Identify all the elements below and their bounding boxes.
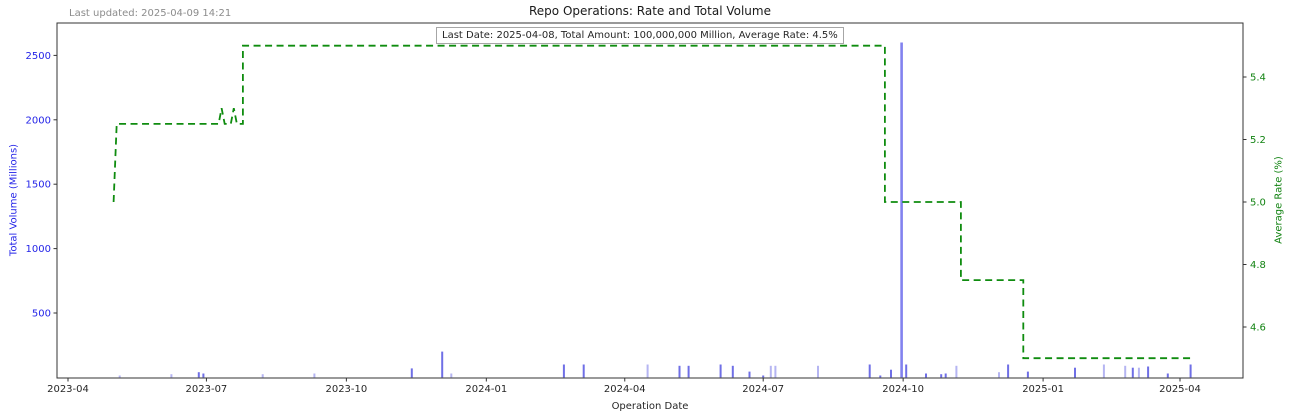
volume-bar [769,365,772,378]
volume-bar [731,365,734,378]
right-tick-label: 4.6 [1250,323,1266,334]
volume-bar [944,373,947,378]
volume-bar [955,365,958,378]
volume-bar [1166,373,1169,378]
average-rate-line [112,44,1191,360]
volume-bar [450,373,453,378]
x-tick-label: 2023-10 [325,384,367,395]
x-tick-label: 2023-07 [186,384,228,395]
volume-bar [261,374,264,378]
left-axis-label: Total Volume (Millions) [8,143,20,257]
volume-bar [1102,364,1105,378]
chart-title: Repo Operations: Rate and Total Volume [529,4,771,18]
volume-bar [582,364,585,378]
volume-bar [1007,364,1010,378]
volume-bar [940,374,943,378]
x-tick-label: 2024-04 [604,384,646,395]
volume-bar [562,364,565,378]
x-tick-label: 2024-01 [465,384,507,395]
volume-bar [1189,364,1192,378]
volume-bar [748,371,751,378]
x-axis-label: Operation Date [611,401,689,412]
volume-bar [1026,371,1029,378]
right-tick-label: 5.4 [1250,73,1266,84]
right-tick-label: 5.0 [1250,198,1266,209]
left-tick-label: 1500 [26,180,51,191]
volume-bar [890,369,892,378]
x-tick-label: 2023-04 [47,384,89,395]
volume-bar [678,365,681,378]
x-tick-label: 2024-10 [882,384,924,395]
volume-bar [410,368,413,378]
annotation-box: Last Date: 2025-04-08, Total Amount: 100… [436,27,844,44]
volume-bar [900,42,903,378]
left-tick-label: 2500 [26,51,51,62]
volume-bar [925,373,927,378]
volume-bar [170,374,173,378]
volume-bar [1147,366,1150,378]
plot-border [56,22,1244,379]
last-updated-text: Last updated: 2025-04-09 14:21 [69,8,232,19]
volume-bar [1074,367,1076,378]
volume-bar [197,372,200,378]
volume-bar [313,373,316,378]
volume-bar [998,372,1000,378]
volume-bar [202,373,205,378]
volume-bar [441,351,444,378]
left-tick-label: 500 [32,309,51,320]
volume-bar [905,364,908,378]
volume-bar [646,364,649,378]
volume-bar [774,365,777,378]
right-tick-label: 5.2 [1250,135,1266,146]
right-axis-label: Average Rate (%) [1273,156,1285,244]
left-tick-label: 2000 [26,115,51,126]
volume-bar [762,375,765,378]
volume-bar [1137,367,1140,378]
volume-bar [1131,367,1134,378]
volume-bar [719,364,722,378]
volume-bar [868,364,871,378]
x-tick-label: 2025-04 [1159,384,1201,395]
volume-bar [118,375,121,378]
x-tick-label: 2024-07 [742,384,784,395]
volume-bar [817,365,819,378]
volume-bar [1124,365,1127,378]
volume-bar [687,365,690,378]
left-tick-label: 1000 [26,244,51,255]
volume-bar [879,375,882,378]
right-tick-label: 4.8 [1250,260,1266,271]
x-tick-label: 2025-01 [1022,384,1064,395]
